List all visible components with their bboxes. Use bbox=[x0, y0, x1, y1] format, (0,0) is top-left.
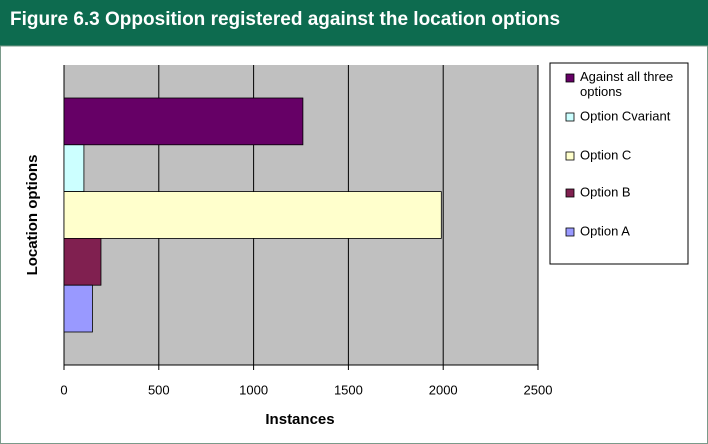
legend-label: Against all three options bbox=[580, 69, 673, 99]
legend-swatch bbox=[565, 188, 575, 198]
x-tick-label: 2000 bbox=[429, 382, 458, 397]
legend-label: Option Cvariant bbox=[580, 108, 671, 123]
bar bbox=[63, 284, 93, 333]
x-axis-label: Instances bbox=[265, 411, 334, 428]
legend-label: Option B bbox=[580, 184, 631, 199]
legend-label: Option C bbox=[580, 147, 631, 162]
x-tick-label: 1500 bbox=[334, 382, 363, 397]
y-axis-label: Location options bbox=[24, 155, 41, 276]
legend-swatch bbox=[565, 73, 575, 83]
figure-title: Figure 6.3 Opposition registered against… bbox=[0, 0, 708, 46]
x-tick-label: 500 bbox=[148, 382, 170, 397]
legend-swatch bbox=[565, 112, 575, 122]
x-tick-label: 2500 bbox=[524, 382, 553, 397]
bar bbox=[63, 144, 85, 193]
legend-swatch bbox=[565, 227, 575, 237]
bar bbox=[63, 191, 442, 239]
legend-label: Option A bbox=[580, 223, 630, 238]
x-tick-label: 0 bbox=[60, 382, 67, 397]
bar bbox=[63, 97, 304, 146]
bar bbox=[63, 237, 102, 286]
x-tick-label: 1000 bbox=[239, 382, 268, 397]
legend-swatch bbox=[565, 151, 575, 161]
